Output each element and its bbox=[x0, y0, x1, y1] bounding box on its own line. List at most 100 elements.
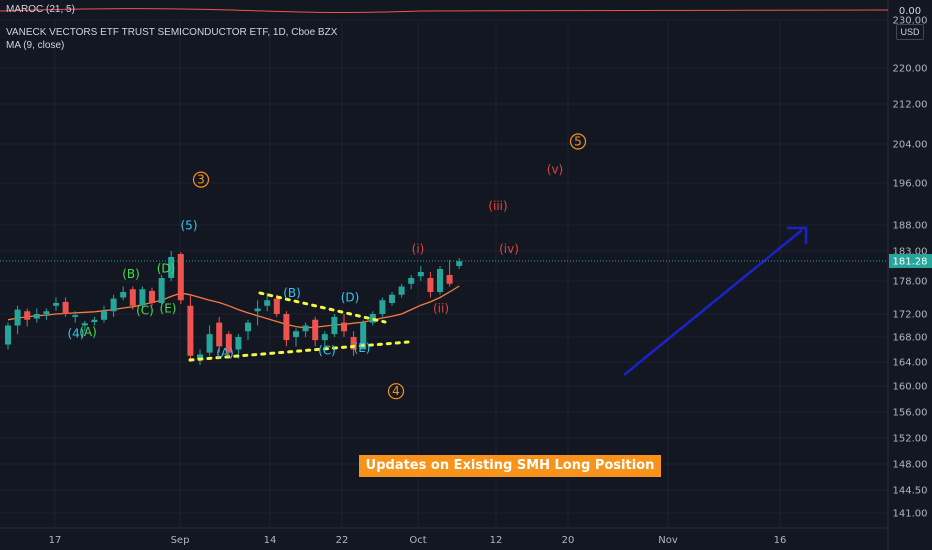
candle-body bbox=[408, 278, 415, 284]
circled-wave-label: 4 bbox=[392, 384, 400, 398]
candle-body bbox=[168, 257, 175, 278]
candle-body bbox=[427, 278, 434, 292]
wave-label: (A) bbox=[79, 325, 97, 339]
y-tick-label: 230.00 bbox=[893, 16, 928, 27]
update-banner: Updates on Existing SMH Long Position bbox=[359, 455, 661, 477]
x-tick-label: 22 bbox=[336, 535, 349, 546]
wave-label: (A) bbox=[216, 346, 234, 360]
candle-body bbox=[283, 314, 290, 341]
maroc-indicator-line bbox=[0, 8, 889, 14]
y-tick-label: 164.00 bbox=[893, 358, 928, 369]
wave-label: (iv) bbox=[499, 242, 519, 256]
candle-body bbox=[235, 337, 242, 350]
candle-body bbox=[158, 278, 165, 303]
candle-body bbox=[81, 323, 88, 326]
x-tick-label: 14 bbox=[264, 535, 277, 546]
candle-body bbox=[62, 301, 69, 314]
candle-body bbox=[456, 261, 463, 266]
wave-label: (i) bbox=[412, 242, 425, 256]
candle-body bbox=[331, 316, 338, 335]
candle-body bbox=[293, 331, 299, 337]
candle-body bbox=[379, 300, 386, 314]
candle-body bbox=[72, 315, 79, 317]
forecast-arrow-line bbox=[623, 229, 803, 376]
candle-body bbox=[389, 294, 395, 303]
x-tick-label: 16 bbox=[774, 535, 787, 546]
y-tick-label: 183.00 bbox=[893, 247, 928, 258]
x-tick-label: 12 bbox=[490, 535, 503, 546]
wave-label: (4) bbox=[68, 327, 85, 341]
currency-button[interactable]: USD bbox=[896, 24, 924, 40]
candle-body bbox=[321, 334, 328, 341]
candle-body bbox=[33, 314, 40, 319]
candle-body bbox=[101, 311, 107, 320]
candle-body bbox=[5, 325, 11, 345]
candle-body bbox=[187, 305, 194, 356]
circled-wave-label: 3 bbox=[197, 173, 205, 187]
wave-circle bbox=[192, 171, 210, 188]
y-tick-label: 204.00 bbox=[893, 140, 928, 151]
wave-label: (5) bbox=[181, 219, 198, 233]
wave-label: (C) bbox=[318, 344, 336, 358]
candle-body bbox=[264, 300, 271, 306]
y-tick-label: 178.00 bbox=[893, 277, 928, 288]
candle-body bbox=[129, 289, 136, 306]
candle-body bbox=[177, 254, 184, 301]
wave-label: (iii) bbox=[488, 199, 507, 213]
last-price-value: 181.28 bbox=[893, 257, 928, 268]
candle-body bbox=[225, 334, 232, 353]
candle-body bbox=[120, 292, 127, 298]
candle-body bbox=[398, 286, 405, 295]
candle-body bbox=[53, 303, 59, 306]
lower-triangle-trendline bbox=[188, 340, 410, 362]
y-tick-label: 168.00 bbox=[893, 333, 928, 344]
wave-label: (B) bbox=[283, 286, 301, 300]
wave-label: (B) bbox=[122, 267, 140, 281]
wave-label: (D) bbox=[341, 290, 360, 304]
ma-legend[interactable]: MA (9, close) bbox=[6, 40, 65, 51]
wave-label: (C) bbox=[136, 304, 154, 318]
candle-body bbox=[14, 309, 21, 326]
y-tick-label: 141.00 bbox=[893, 509, 928, 520]
wave-circle bbox=[569, 133, 587, 150]
candle-body bbox=[110, 298, 117, 312]
candle-body bbox=[254, 308, 261, 312]
y-tick-label: 172.00 bbox=[893, 310, 928, 321]
candle-body bbox=[341, 322, 347, 332]
wave-label: (E) bbox=[354, 341, 371, 355]
y-tick-label: 188.00 bbox=[893, 221, 928, 232]
y-tick-label: 148.00 bbox=[893, 460, 928, 471]
wave-circle bbox=[387, 383, 405, 400]
moving-average-line bbox=[7, 285, 460, 329]
wave-label: (ii) bbox=[433, 301, 449, 315]
candle-body bbox=[350, 337, 357, 350]
wave-label: (D) bbox=[157, 262, 176, 276]
y-tick-label: 152.00 bbox=[893, 434, 928, 445]
y-tick-label: 144.50 bbox=[893, 486, 928, 497]
wave-label: (v) bbox=[547, 162, 563, 176]
candle-body bbox=[360, 322, 367, 350]
candle-body bbox=[197, 354, 203, 359]
candle-body bbox=[139, 289, 146, 306]
y-tick-label: 156.00 bbox=[893, 408, 928, 419]
candle-body bbox=[312, 319, 319, 341]
y-tick-label: 220.00 bbox=[893, 64, 928, 75]
y-tick-label: 196.00 bbox=[893, 179, 928, 190]
upper-triangle-trendline bbox=[258, 291, 387, 324]
indicator-value: 0.00 bbox=[899, 6, 921, 17]
wave-label: (E) bbox=[160, 301, 177, 315]
x-tick-label: Oct bbox=[409, 535, 426, 546]
candle-body bbox=[245, 322, 251, 332]
candle-body bbox=[417, 272, 424, 277]
x-tick-label: 17 bbox=[49, 535, 62, 546]
y-tick-label: 212.00 bbox=[893, 100, 928, 111]
x-tick-label: Nov bbox=[658, 535, 678, 546]
candle-body bbox=[149, 290, 155, 303]
candle-body bbox=[24, 311, 31, 320]
candle-body bbox=[91, 319, 98, 323]
candle-body bbox=[446, 275, 453, 284]
candle-body bbox=[302, 325, 309, 332]
indicator-legend[interactable]: MAROC (21, 5) bbox=[6, 4, 75, 15]
circled-wave-label: 5 bbox=[574, 135, 582, 149]
